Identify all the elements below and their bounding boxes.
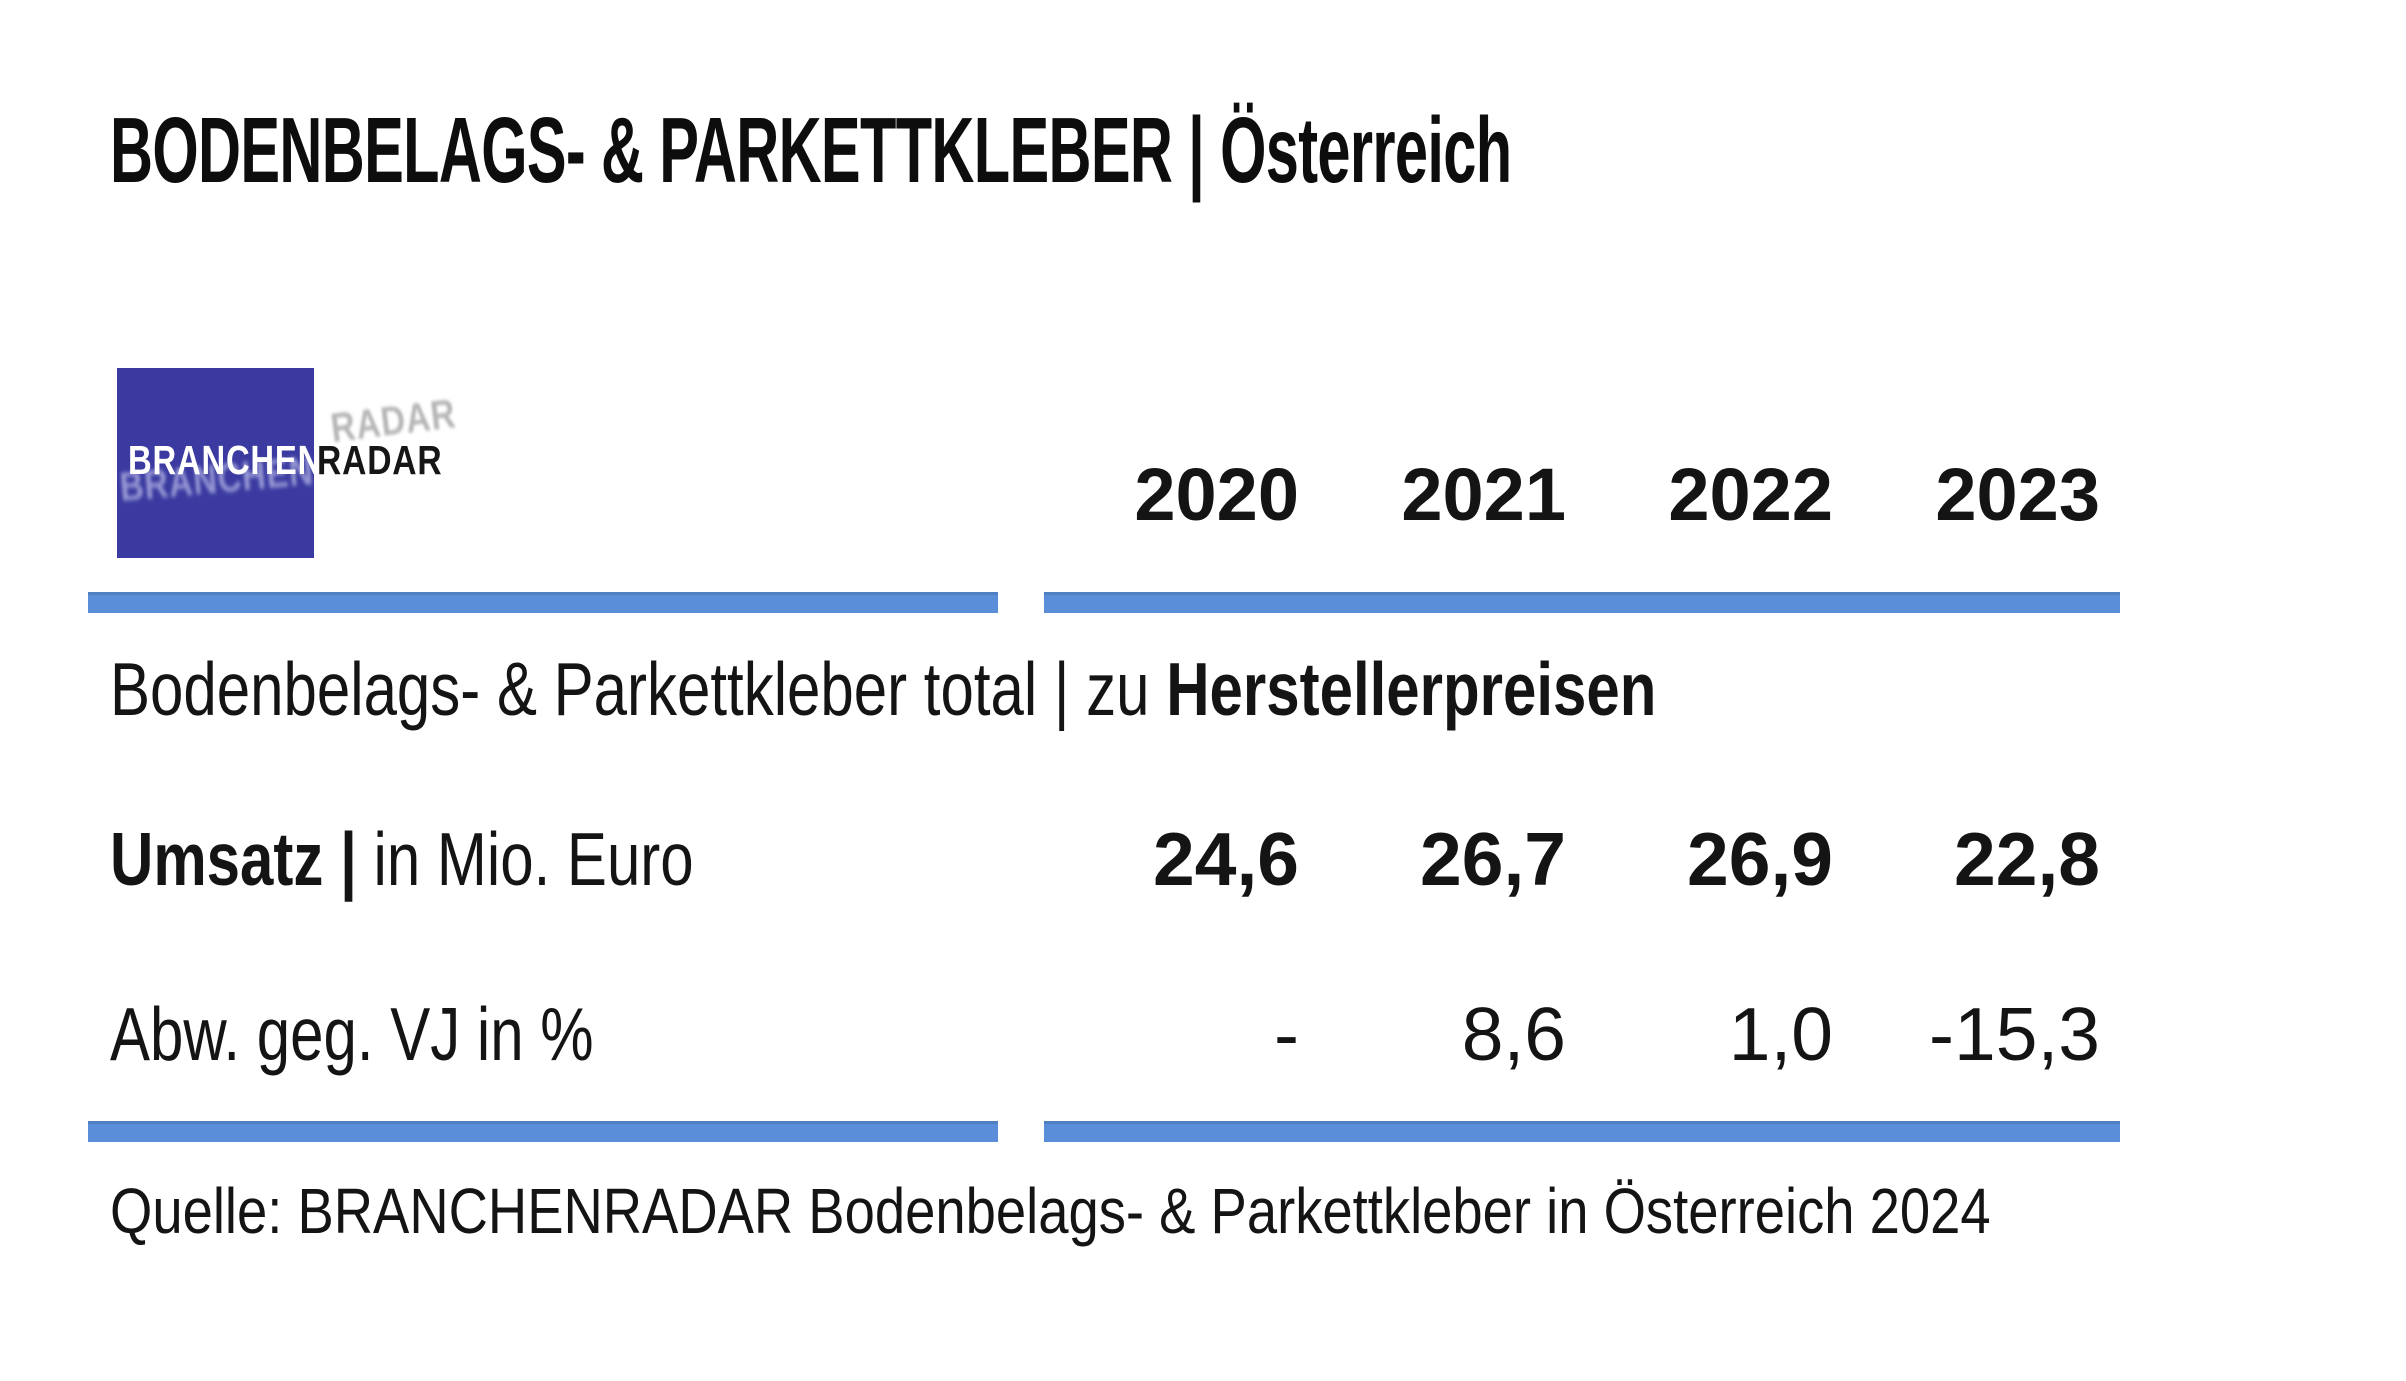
logo-blue-square [117, 368, 314, 558]
divider-top-right-segment [1044, 592, 2120, 613]
branchenradar-logo: BRANCHEN RADAR BRANCHEN RADAR [117, 368, 497, 568]
source-line: Quelle: BRANCHENRADAR Bodenbelags- & Par… [110, 1179, 2323, 1243]
row-umsatz-label-regular: in Mio. Euro [356, 817, 694, 901]
abw-value-2023: -15,3 [1837, 997, 2104, 1072]
value: 26,9 [1687, 817, 1833, 901]
abw-value-2020: - [1036, 997, 1303, 1072]
abw-value-2021: 8,6 [1303, 997, 1570, 1072]
logo-radar-text: RADAR [317, 437, 443, 483]
year-label: 2020 [1134, 453, 1299, 536]
year-header-2021: 2021 [1303, 458, 1570, 532]
year-header-2023: 2023 [1837, 458, 2104, 532]
row-abw-label-text: Abw. geg. VJ in % [110, 992, 594, 1076]
umsatz-value-2023: 22,8 [1837, 822, 2104, 897]
divider-bottom-left-segment [88, 1121, 998, 1142]
abw-value-2022: 1,0 [1570, 997, 1837, 1072]
page-title: BODENBELAGS- & PARKETTKLEBER | Österreic… [110, 104, 2300, 197]
row-umsatz-label-text: Umsatz | in Mio. Euro [110, 822, 694, 897]
logo-branchen-text: BRANCHEN [128, 437, 323, 483]
year-label: 2021 [1401, 453, 1566, 536]
year-label: 2022 [1668, 453, 1833, 536]
divider-bottom-right-segment [1044, 1121, 2120, 1142]
row-umsatz-label: Umsatz | in Mio. Euro [110, 822, 1036, 897]
value: 26,7 [1420, 817, 1566, 901]
value: 8,6 [1461, 992, 1566, 1076]
value: -15,3 [1929, 992, 2100, 1076]
value: - [1274, 992, 1299, 1076]
year-label: 2023 [1935, 453, 2100, 536]
value: 24,6 [1153, 817, 1299, 901]
table-year-header-row: 2020 2021 2022 2023 [110, 458, 2104, 532]
divider-top-left-segment [88, 592, 998, 613]
table-row-abweichung: Abw. geg. VJ in % - 8,6 1,0 -15,3 [110, 997, 2104, 1072]
value: 22,8 [1954, 817, 2100, 901]
umsatz-value-2020: 24,6 [1036, 822, 1303, 897]
row-umsatz-label-bold: Umsatz | [110, 817, 357, 901]
table-row-umsatz: Umsatz | in Mio. Euro 24,6 26,7 26,9 22,… [110, 822, 2104, 897]
page-title-text: BODENBELAGS- & PARKETTKLEBER | Österreic… [110, 98, 1512, 202]
umsatz-value-2022: 26,9 [1570, 822, 1837, 897]
value: 1,0 [1728, 992, 1833, 1076]
row-abw-label: Abw. geg. VJ in % [110, 997, 1036, 1072]
source-text: Quelle: BRANCHENRADAR Bodenbelags- & Par… [110, 1175, 1991, 1247]
section-header-text: Bodenbelags- & Parkettkleber total | zu … [110, 652, 1656, 727]
year-header-2020: 2020 [1036, 458, 1303, 532]
table-section-header: Bodenbelags- & Parkettkleber total | zu … [110, 652, 2043, 727]
year-header-2022: 2022 [1570, 458, 1837, 532]
section-label-bold: Herstellerpreisen [1166, 647, 1657, 731]
umsatz-value-2021: 26,7 [1303, 822, 1570, 897]
section-label-regular: Bodenbelags- & Parkettkleber total | zu [110, 647, 1167, 731]
